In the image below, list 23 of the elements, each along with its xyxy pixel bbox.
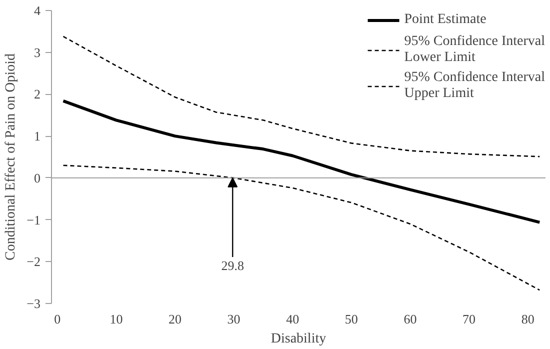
y-axis-title: Conditional Effect of Pain on Opioid [4,53,19,260]
x-axis-title: Disability [270,332,326,346]
y-tick-label: 4 [34,3,41,18]
x-tick-label: 0 [54,312,61,326]
legend-label: Point Estimate [404,12,486,28]
x-tick-label: 50 [344,312,358,326]
legend-label: 95% Confidence Interval Upper Limit [404,70,545,102]
x-tick-label: 30 [227,312,240,326]
y-tick-label: −2 [26,254,41,270]
x-tick-label: 40 [286,312,300,326]
y-tick-label: 0 [34,170,40,186]
y-tick-label: 2 [34,86,40,102]
annotation: 29.8 [221,258,244,274]
legend-label: 95% Confidence Interval Lower Limit [404,34,545,66]
x-tick-label: 70 [462,312,476,326]
y-tick-label: −3 [26,296,41,311]
x-tick-label: 80 [521,312,534,326]
x-tick-label: 10 [110,312,123,326]
y-tick-label: −1 [26,212,41,228]
x-tick-label: 60 [404,312,417,326]
x-tick-label: 20 [168,312,182,326]
y-tick-label: 1 [34,128,40,144]
y-tick-label: 3 [34,44,40,60]
